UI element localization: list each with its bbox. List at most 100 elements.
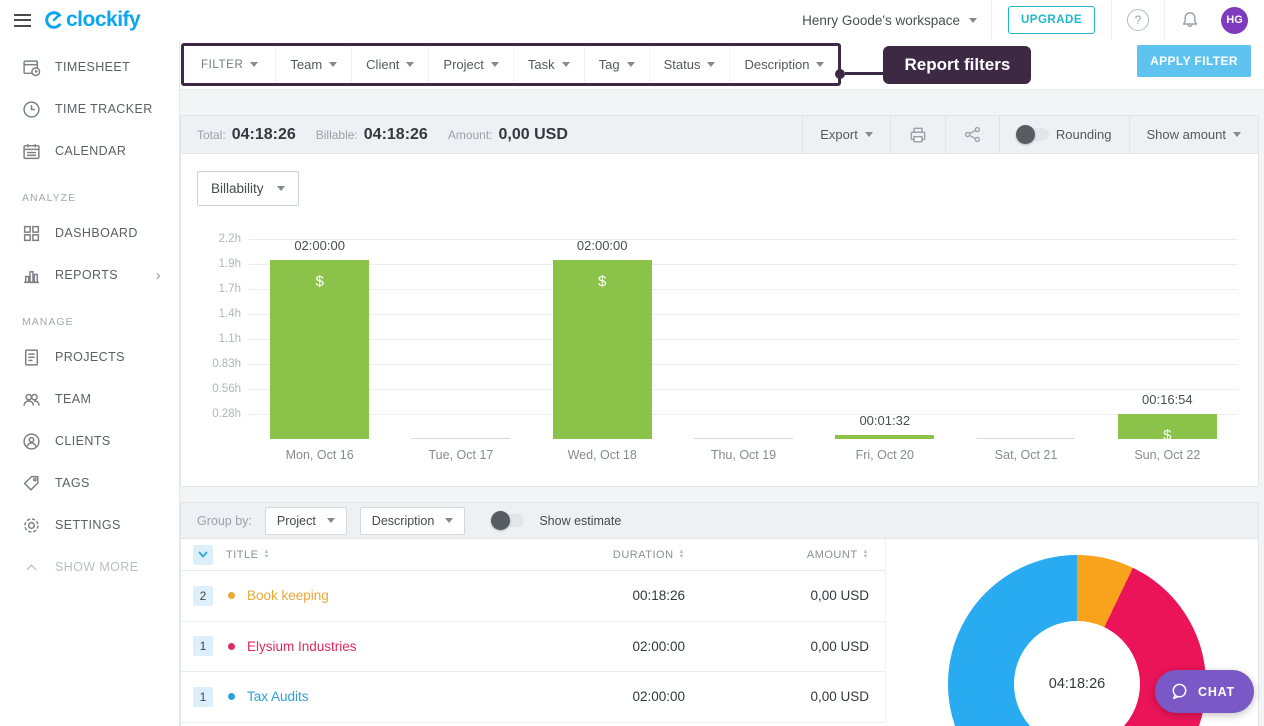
filter-dropdown-project[interactable]: Project: [429, 46, 514, 83]
table-row[interactable]: 2 Book keeping 00:18:26 0,00 USD: [181, 571, 885, 622]
group-by-description-dropdown[interactable]: Description: [359, 506, 466, 535]
row-duration: 00:18:26: [632, 588, 685, 604]
sidebar-item-dashboard[interactable]: DASHBOARD: [0, 212, 179, 254]
sidebar-item-team[interactable]: TEAM: [0, 378, 179, 420]
group-by-project-dropdown[interactable]: Project: [264, 506, 347, 535]
rounding-label: Rounding: [1055, 127, 1112, 142]
sidebar-item-label: TIME TRACKER: [55, 102, 153, 116]
sidebar-item-label: PROJECTS: [55, 350, 125, 364]
y-axis-tick-label: 0.28h: [212, 408, 241, 420]
filter-dropdown-status[interactable]: Status: [650, 46, 731, 83]
sort-icon: ▲ ▼: [862, 549, 869, 560]
column-header-duration[interactable]: DURATION ▲ ▼: [612, 548, 685, 561]
y-axis-tick-label: 2.2h: [218, 233, 241, 245]
project-color-dot: [228, 693, 235, 701]
entry-count-badge: 2: [193, 585, 213, 606]
apply-filter-button[interactable]: APPLY FILTER: [1137, 45, 1251, 77]
gridline: [249, 414, 1238, 415]
zero-baseline: [976, 438, 1076, 439]
bar-sun-oct-22[interactable]: $: [1117, 413, 1217, 439]
sidebar-item-label: REPORTS: [55, 268, 118, 282]
chevron-up-icon: [22, 558, 41, 577]
amount-value: 0,00 USD: [498, 125, 568, 143]
sidebar-item-label: DASHBOARD: [55, 226, 138, 240]
gridline: [249, 314, 1238, 315]
tag-icon: [22, 474, 41, 493]
bar-fri-oct-20[interactable]: [835, 435, 935, 439]
sidebar-item-projects[interactable]: PROJECTS: [0, 336, 179, 378]
billable-label: Billable:: [315, 127, 358, 142]
chevron-down-icon: [490, 62, 499, 67]
billable-dollar-marker: $: [315, 273, 324, 291]
filter-dropdown-label: Status: [663, 57, 701, 72]
main-content: FILTER Team Client Project Task Tag Status Desc…: [180, 40, 1264, 726]
show-amount-dropdown[interactable]: Show amount: [1128, 116, 1259, 153]
sidebar-item-clients[interactable]: CLIENTS: [0, 420, 179, 462]
reports-icon: [22, 266, 41, 285]
sidebar-show-more[interactable]: SHOW MORE: [0, 546, 179, 588]
rounding-toggle[interactable]: [1015, 125, 1049, 144]
show-estimate-toggle[interactable]: [491, 511, 525, 530]
expand-all-button[interactable]: [193, 544, 213, 565]
sidebar-item-calendar[interactable]: CALENDAR: [0, 130, 179, 172]
chevron-right-icon: ›: [155, 266, 161, 284]
chat-button[interactable]: CHAT: [1155, 670, 1254, 713]
upgrade-button[interactable]: UPGRADE: [1007, 6, 1095, 34]
gridline: [249, 264, 1238, 265]
user-avatar[interactable]: HG: [1221, 6, 1248, 34]
filter-dropdown-filter[interactable]: FILTER: [184, 46, 277, 83]
divider: [990, 0, 992, 40]
clockify-logo[interactable]: clockify: [44, 8, 141, 32]
sidebar-item-settings[interactable]: SETTINGS: [0, 504, 179, 546]
filter-dropdown-description[interactable]: Description: [730, 46, 838, 83]
sidebar-nav: TIMESHEET TIME TRACKER CALENDAR ANALYZE DASH…: [0, 40, 180, 726]
sidebar-item-timesheet[interactable]: TIMESHEET: [0, 46, 179, 88]
sidebar-item-tags[interactable]: TAGS: [0, 462, 179, 504]
hamburger-menu-icon[interactable]: [0, 13, 44, 27]
workspace-switcher[interactable]: Henry Goode's workspace: [788, 13, 991, 28]
donut-center-total: 04:18:26: [1014, 621, 1140, 726]
filter-dropdown-tag[interactable]: Tag: [585, 46, 650, 83]
annotation-connector-dot: [835, 68, 846, 79]
gridline: [249, 364, 1238, 365]
billability-dropdown[interactable]: Billability: [197, 171, 299, 206]
summary-chart-card: Total: 04:18:26 Billable: 04:18:26 Amoun…: [180, 115, 1259, 487]
filter-dropdown-label: FILTER: [201, 58, 244, 71]
sidebar-item-time-tracker[interactable]: TIME TRACKER: [0, 88, 179, 130]
filter-annotation-row: FILTER Team Client Project Task Tag Status Desc…: [181, 43, 1032, 86]
table-row[interactable]: 1 Tax Audits 02:00:00 0,00 USD: [181, 672, 885, 723]
workspace-name: Henry Goode's workspace: [802, 12, 960, 28]
topbar: clockify Henry Goode's workspace UPGRADE…: [0, 0, 1264, 40]
bar-mon-oct-16[interactable]: $: [270, 260, 370, 439]
dashboard-icon: [22, 224, 41, 243]
bar-value-label: 02:00:00: [576, 238, 628, 254]
share-button[interactable]: [944, 116, 999, 153]
x-axis-label: Thu, Oct 19: [710, 448, 777, 462]
filter-dropdown-client[interactable]: Client: [352, 46, 430, 83]
table-row[interactable]: 1 Elysium Industries 02:00:00 0,00 USD: [181, 622, 885, 672]
chat-bubble-icon: [1172, 683, 1187, 700]
help-button[interactable]: ?: [1112, 9, 1164, 31]
column-header-title[interactable]: TITLE ▲ ▼: [226, 548, 270, 561]
sidebar-item-reports[interactable]: REPORTS ›: [0, 254, 179, 296]
chart-column: Tue, Oct 17: [390, 239, 531, 462]
table-and-donut: TITLE ▲ ▼ DURATION ▲ ▼ AMOUNT ▲ ▼: [181, 539, 1258, 726]
gridline: [249, 339, 1238, 340]
show-estimate-label: Show estimate: [539, 513, 622, 528]
filter-dropdown-task[interactable]: Task: [514, 46, 585, 83]
x-axis-label: Fri, Oct 20: [855, 448, 914, 462]
chart-column: 02:00:00 $ Wed, Oct 18: [532, 238, 673, 462]
zero-baseline: [694, 438, 793, 439]
export-dropdown[interactable]: Export: [802, 116, 890, 153]
chart-column: 02:00:00 $ Mon, Oct 16: [249, 238, 390, 462]
print-button[interactable]: [889, 116, 945, 153]
column-header-amount[interactable]: AMOUNT ▲ ▼: [806, 548, 869, 561]
bar-wed-oct-18[interactable]: $: [552, 260, 652, 439]
team-icon: [22, 390, 41, 409]
filter-dropdown-team[interactable]: Team: [276, 46, 353, 83]
sidebar-item-label: TEAM: [55, 392, 92, 406]
app-body: TIMESHEET TIME TRACKER CALENDAR ANALYZE DASH…: [0, 40, 1264, 726]
chart-column: Sat, Oct 21: [955, 239, 1096, 462]
notifications-button[interactable]: [1165, 10, 1215, 30]
brand-wordmark: clockify: [66, 8, 141, 31]
